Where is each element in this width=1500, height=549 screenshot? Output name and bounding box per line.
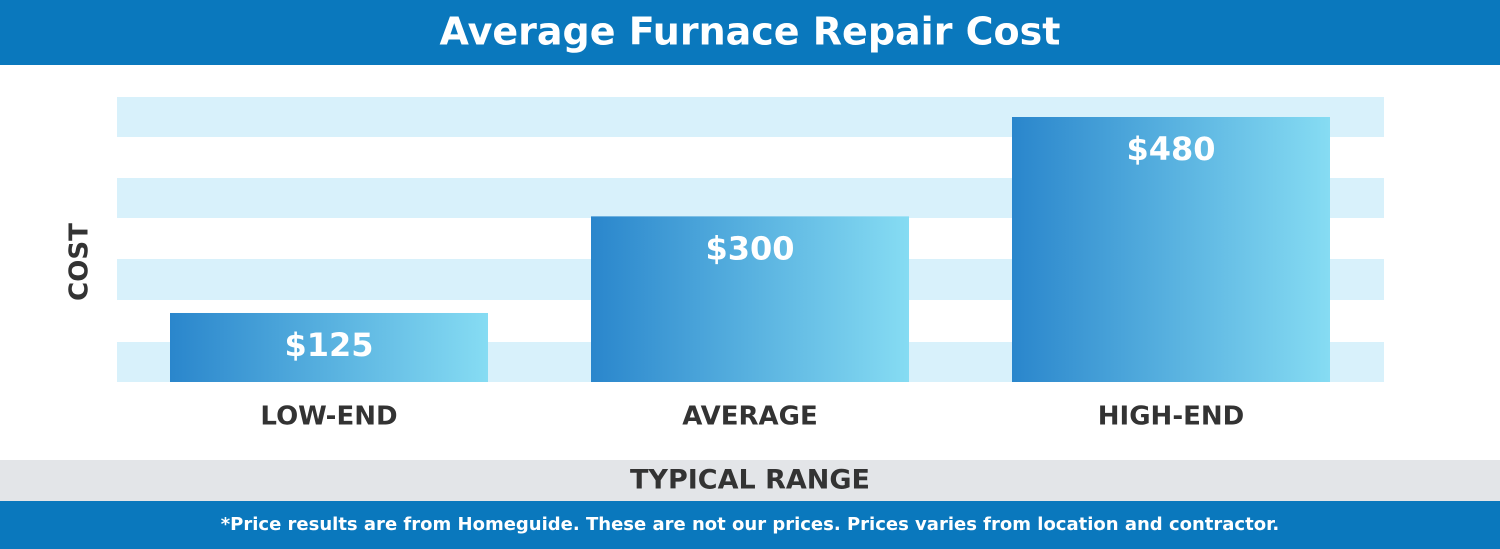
x-axis-label: TYPICAL RANGE (630, 465, 870, 496)
header-band (0, 0, 1500, 65)
y-axis-label: COST (65, 223, 95, 301)
footer-band (0, 501, 1500, 549)
value-label: $480 (1126, 130, 1215, 168)
x-label-band (0, 460, 1500, 501)
chart-title: Average Furnace Repair Cost (440, 10, 1061, 54)
value-label: $125 (284, 326, 373, 364)
x-tick-label: AVERAGE (682, 402, 817, 432)
bar (170, 312, 488, 382)
bar (591, 216, 909, 382)
value-label: $300 (705, 229, 794, 267)
footnote: *Price results are from Homeguide. These… (221, 514, 1279, 535)
x-tick-label: HIGH-END (1098, 402, 1244, 432)
bar (1012, 117, 1330, 382)
x-tick-label: LOW-END (260, 402, 397, 432)
